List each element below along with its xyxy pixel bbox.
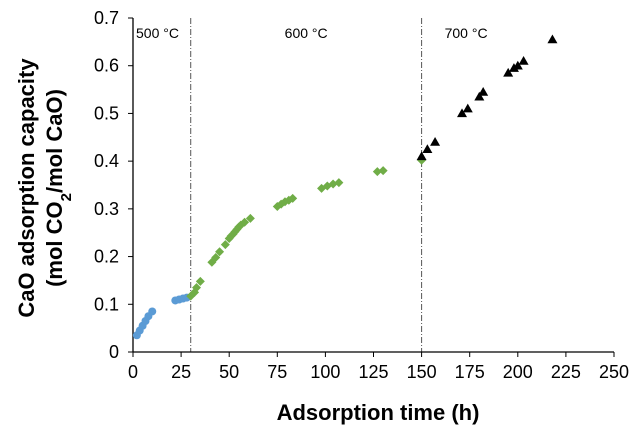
x-axis-title: Adsorption time (h) xyxy=(277,400,480,425)
y-tick-label: 0.7 xyxy=(94,8,119,28)
x-tick-label: 175 xyxy=(455,362,485,382)
y-ticks: 0 0.1 0.2 0.3 0.4 0.5 0.6 0.7 xyxy=(94,8,133,362)
x-tick-label: 25 xyxy=(171,362,191,382)
y-tick-label: 0.5 xyxy=(94,103,119,123)
y-tick-label: 0 xyxy=(109,342,119,362)
data-point-triangle xyxy=(512,60,523,70)
data-point-triangle xyxy=(503,67,514,77)
y-tick-label: 0.3 xyxy=(94,199,119,219)
data-point-triangle xyxy=(474,91,485,101)
x-tick-label: 50 xyxy=(219,362,239,382)
region-label: 500 °C xyxy=(136,25,179,41)
y-axis-title-prefix: (mol CO xyxy=(42,201,67,287)
data-point-diamond xyxy=(372,167,382,177)
data-point-triangle xyxy=(478,86,489,96)
data-point-triangle xyxy=(518,55,529,65)
x-tick-label: 0 xyxy=(128,362,138,382)
x-tick-label: 75 xyxy=(267,362,287,382)
y-tick-label: 0.6 xyxy=(94,56,119,76)
y-tick-label: 0.4 xyxy=(94,151,119,171)
data-point-triangle xyxy=(547,34,558,44)
y-axis-title-subscript: 2 xyxy=(58,193,75,201)
data-point-diamond xyxy=(378,166,388,176)
y-axis-title-line2: (mol CO2/mol CaO) xyxy=(42,89,75,287)
data-points xyxy=(132,34,558,340)
data-point-diamond xyxy=(288,193,298,203)
data-point-diamond xyxy=(220,240,230,250)
x-tick-label: 200 xyxy=(503,362,533,382)
x-ticks: 0 25 50 75 100 125 150 175 200 225 250 xyxy=(128,352,629,382)
data-point-diamond xyxy=(195,276,205,286)
data-point-triangle xyxy=(416,151,427,161)
data-point-triangle xyxy=(457,108,468,118)
x-tick-label: 125 xyxy=(358,362,388,382)
data-point-triangle xyxy=(430,137,441,146)
data-point-triangle xyxy=(422,144,433,153)
data-point-diamond xyxy=(245,213,255,223)
data-point-diamond xyxy=(215,247,225,257)
region-label: 600 °C xyxy=(285,25,328,41)
y-axis-title-suffix: /mol CaO) xyxy=(42,89,67,193)
data-point-diamond xyxy=(240,217,250,227)
data-point-diamond xyxy=(334,178,344,188)
x-tick-label: 250 xyxy=(599,362,629,382)
x-tick-label: 100 xyxy=(310,362,340,382)
region-label: 700 °C xyxy=(445,25,488,41)
y-axis-title-line1: CaO adsorption capacity xyxy=(14,58,39,318)
data-point-diamond xyxy=(211,253,221,263)
y-tick-label: 0.1 xyxy=(94,294,119,314)
region-labels: 500 °C 600 °C 700 °C xyxy=(136,25,488,41)
data-point-circle xyxy=(148,307,157,316)
x-tick-label: 150 xyxy=(407,362,437,382)
x-tick-label: 225 xyxy=(551,362,581,382)
y-tick-label: 0.2 xyxy=(94,247,119,267)
data-point-triangle xyxy=(462,103,473,113)
data-point-diamond xyxy=(191,283,201,293)
